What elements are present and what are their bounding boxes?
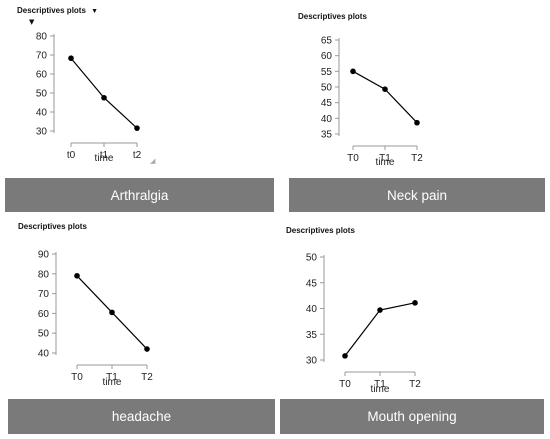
data-point	[101, 94, 107, 101]
y-tick-label: 50	[321, 83, 333, 94]
panel-title: Descriptives plots	[18, 222, 87, 231]
caption-label: Neck pain	[386, 187, 448, 203]
resize-handle-icon[interactable]: ◢	[150, 157, 156, 165]
caption-label: headache	[111, 409, 172, 424]
data-point	[144, 346, 150, 352]
caption-mouth-opening: Mouth opening	[280, 399, 544, 434]
series-line	[70, 57, 138, 129]
x-tick-label: T2	[409, 379, 421, 390]
y-tick-label: 50	[38, 329, 50, 340]
caption-arthralgia: Arthralgia	[5, 178, 274, 212]
caption-label: Arthralgia	[110, 187, 169, 203]
x-tick-label: T2	[141, 372, 153, 383]
y-tick-label: 90	[38, 250, 50, 261]
data-point	[68, 55, 74, 62]
x-axis-label: time	[376, 157, 395, 168]
y-tick-label: 80	[38, 269, 50, 280]
panel-title: Descriptives plots	[286, 226, 355, 235]
y-tick-label: 60	[38, 309, 50, 320]
data-point	[342, 353, 348, 359]
y-tick-label: 60	[36, 70, 48, 81]
x-tick-label: T0	[71, 372, 83, 383]
y-tick-label: 30	[306, 356, 318, 367]
y-tick-label: 30	[36, 127, 48, 138]
y-tick-label: 40	[321, 114, 333, 125]
panel-title[interactable]: Descriptives plots ▼	[17, 6, 98, 15]
y-tick-label: 40	[38, 349, 50, 360]
descriptives-chart-arthralgia: 30 40 50 60 70 80 t0 t1 t2 time	[36, 32, 142, 165]
triangle-down-icon[interactable]: ▼	[91, 8, 99, 15]
x-tick-label: t2	[133, 150, 142, 161]
data-point	[412, 300, 418, 306]
panel-title-text: Descriptives plots	[17, 6, 86, 15]
panel-title: Descriptives plots	[298, 12, 367, 21]
descriptives-chart-mouth-opening: 30 35 40 45 50 T0 T1 T2 time	[306, 253, 421, 396]
y-tick-label: 40	[306, 304, 318, 315]
x-axis-label: time	[95, 153, 114, 164]
caption-headache: headache	[8, 399, 275, 434]
caption-label: Mouth opening	[367, 409, 457, 424]
x-tick-label: T1	[379, 153, 391, 164]
x-tick-label: T1	[106, 372, 118, 383]
data-point	[134, 125, 140, 131]
y-tick-label: 45	[306, 278, 318, 289]
series-line	[352, 70, 418, 124]
data-point	[382, 86, 388, 92]
x-axis-label: time	[103, 377, 122, 388]
x-tick-label: T0	[347, 153, 359, 164]
y-tick-label: 60	[321, 51, 333, 62]
y-tick-label: 45	[321, 98, 333, 109]
data-point	[74, 272, 80, 279]
panel-title-text: Descriptives plots	[18, 222, 87, 231]
data-point	[414, 119, 420, 126]
y-tick-label: 55	[321, 67, 333, 78]
y-tick-label: 40	[36, 108, 48, 119]
caption-neck-pain: Neck pain	[289, 178, 545, 212]
x-tick-label: t0	[67, 150, 76, 161]
triangle-down-icon[interactable]: ▼	[29, 18, 35, 26]
x-axis-label: time	[371, 384, 390, 395]
y-tick-label: 70	[36, 51, 48, 62]
panel-title-text: Descriptives plots	[298, 12, 367, 21]
y-tick-label: 70	[38, 289, 50, 300]
y-tick-label: 80	[36, 32, 48, 43]
descriptives-chart-neck-pain: 35 40 45 50 55 60 65 T0 T1 T2 time	[321, 36, 423, 169]
y-tick-label: 50	[36, 89, 48, 100]
descriptives-chart-headache: 40 50 60 70 80 90 T0 T1 T2 time	[38, 250, 153, 389]
y-tick-label: 35	[321, 130, 333, 141]
data-point	[377, 307, 383, 313]
panel-title-text: Descriptives plots	[286, 226, 355, 235]
y-tick-label: 65	[321, 36, 333, 47]
data-point	[109, 309, 115, 316]
y-tick-label: 35	[306, 330, 318, 341]
data-point	[350, 68, 356, 75]
x-tick-label: t1	[100, 150, 109, 161]
x-tick-label: T2	[411, 153, 423, 164]
x-tick-label: T0	[339, 379, 351, 390]
y-tick-label: 50	[306, 253, 318, 264]
x-tick-label: T1	[374, 379, 386, 390]
